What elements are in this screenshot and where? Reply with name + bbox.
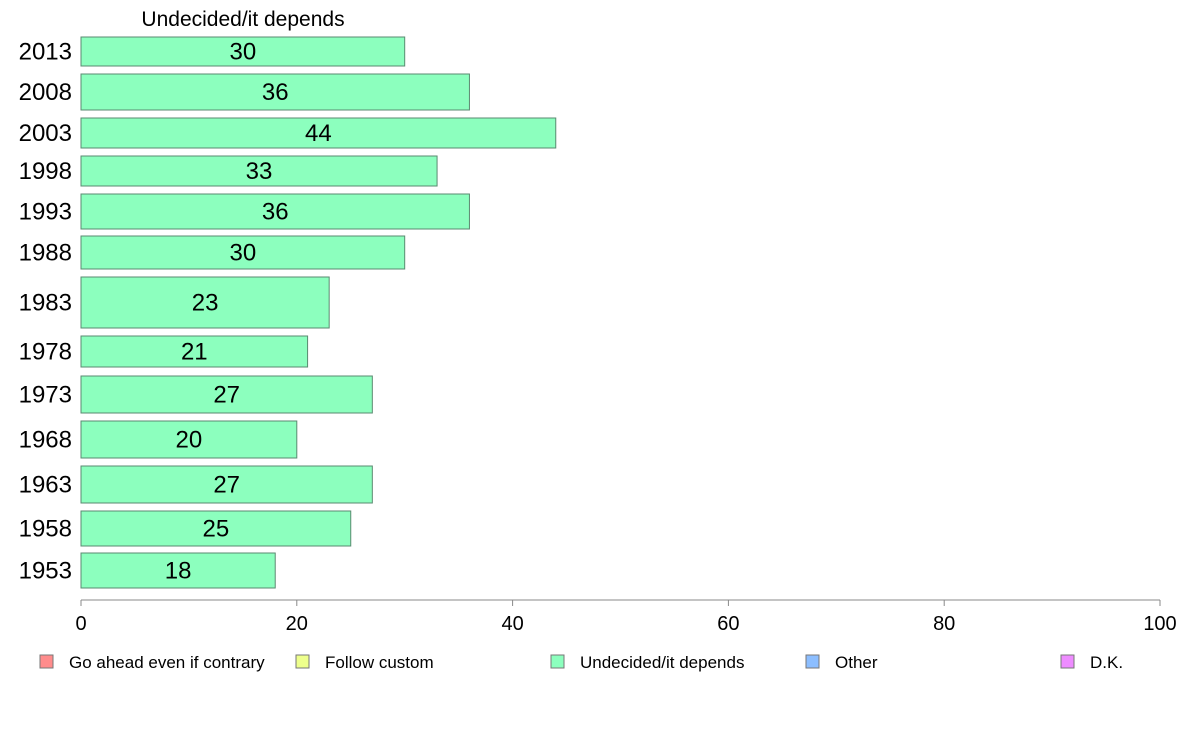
x-tick-label-100: 100 [1143, 613, 1176, 635]
data-label-2003: 44 [305, 120, 332, 147]
data-label-2008: 36 [262, 79, 289, 106]
legend-swatch-undecided-it-depends [550, 654, 565, 669]
data-label-1963: 27 [213, 472, 240, 499]
data-label-2013: 30 [229, 39, 256, 66]
legend: Go ahead even if contrary Follow custom Un… [39, 653, 1123, 672]
legend-label-follow-custom: Follow custom [325, 653, 434, 672]
x-tick-label-40: 40 [501, 613, 523, 635]
data-label-1978: 21 [181, 339, 208, 366]
bar-1988 [80, 235, 406, 270]
x-tick-label-0: 0 [75, 613, 86, 635]
bar-2008 [80, 73, 470, 111]
legend-label-d-k: D.K. [1090, 653, 1123, 672]
bar-1998 [80, 155, 438, 187]
bar-2013 [80, 36, 406, 67]
category-label-2008: 2008 [19, 79, 72, 106]
x-tick-label-60: 60 [717, 613, 739, 635]
legend-label-undecided-it-depends: Undecided/it depends [580, 653, 744, 672]
x-tick-label-80: 80 [933, 613, 955, 635]
data-label-1973: 27 [213, 382, 240, 409]
category-label-1993: 1993 [19, 199, 72, 226]
data-label-1993: 36 [262, 199, 289, 226]
category-label-1983: 1983 [19, 290, 72, 317]
category-label-2003: 2003 [19, 120, 72, 147]
legend-label-go-ahead-even-if-contrary: Go ahead even if contrary [69, 653, 265, 672]
bar-1983 [80, 276, 330, 329]
data-label-1983: 23 [192, 290, 219, 317]
category-label-1998: 1998 [19, 158, 72, 185]
category-label-1988: 1988 [19, 240, 72, 267]
bars-group: 30 2013 36 2008 44 2003 33 1998 36 1993 30 1988 23 19… [19, 36, 557, 589]
data-label-1988: 30 [229, 240, 256, 267]
data-label-1958: 25 [203, 516, 230, 543]
category-label-1953: 1953 [19, 558, 72, 585]
bar-1953 [80, 552, 276, 589]
legend-swatch-follow-custom [295, 654, 310, 669]
bar-1958 [80, 510, 352, 547]
bar-1978 [80, 335, 309, 368]
bar-2003 [80, 117, 557, 149]
legend-swatch-go-ahead-even-if-contrary [39, 654, 54, 669]
category-label-2013: 2013 [19, 39, 72, 66]
legend-swatch-d-k [1060, 654, 1075, 669]
data-label-1968: 20 [176, 427, 203, 454]
category-label-1963: 1963 [19, 472, 72, 499]
category-label-1973: 1973 [19, 382, 72, 409]
bar-1993 [80, 193, 470, 230]
chart-title: Undecided/it depends [141, 8, 344, 31]
legend-swatch-other [805, 654, 820, 669]
x-tick-label-20: 20 [286, 613, 308, 635]
category-label-1968: 1968 [19, 427, 72, 454]
x-axis: 0 20 40 60 80 100 [75, 599, 1177, 635]
legend-label-other: Other [835, 653, 878, 672]
bar-1968 [80, 420, 298, 459]
bar-1963 [80, 465, 373, 504]
bar-1973 [80, 375, 373, 414]
category-label-1978: 1978 [19, 339, 72, 366]
data-label-1998: 33 [246, 158, 273, 185]
data-label-1953: 18 [165, 558, 192, 585]
category-label-1958: 1958 [19, 516, 72, 543]
